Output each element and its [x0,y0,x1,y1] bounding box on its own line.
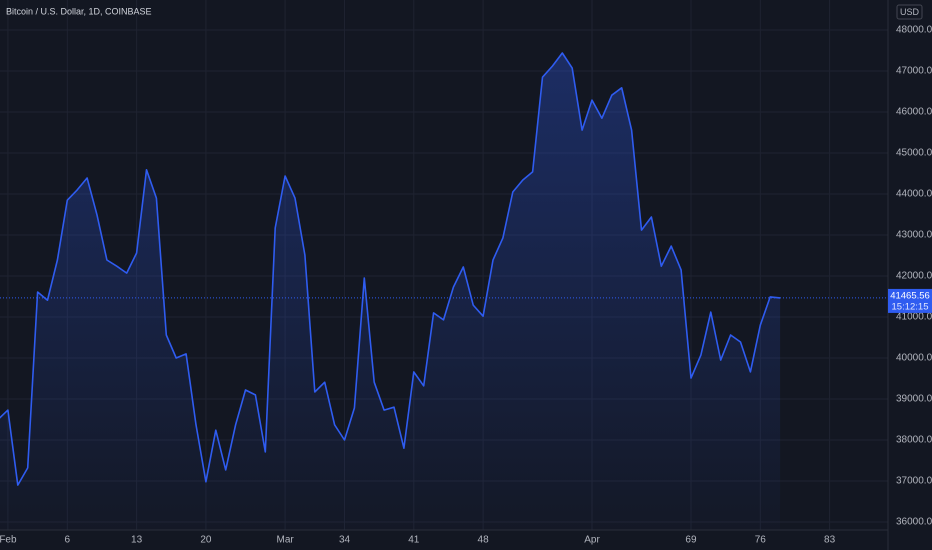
x-tick-label: 34 [339,535,351,546]
last-price-box [888,288,932,313]
x-tick-label: 83 [824,535,836,546]
currency[interactable]: USD [900,7,920,17]
y-tick-label: 48000.00 [896,25,932,36]
y-tick-label: 37000.00 [896,476,932,487]
price-line [0,52,781,486]
currency-badge[interactable] [896,4,923,20]
chart-title: Bitcoin / U.S. Dollar, 1D, COINBASE [6,6,152,16]
x-tick-label: 76 [755,535,767,546]
y-tick-label: 42000.00 [896,271,932,282]
x-tick-label: 41 [408,535,420,546]
x-tick-label: 69 [685,535,697,546]
x-tick-label: Feb [0,535,17,546]
y-tick-label: 46000.00 [896,107,932,118]
x-tick-label: 20 [200,535,212,546]
y-tick-label: 44000.00 [896,189,932,200]
y-tick-label: 38000.00 [896,435,932,446]
y-tick-label: 41000.00 [896,312,932,323]
y-tick-label: 45000.00 [896,148,932,159]
plot [0,52,888,530]
countdown: 15:12:15 [892,301,929,312]
x-tick-label: Apr [584,535,600,546]
last-price-label: 41465.56 [890,290,930,301]
y-tick-label: 40000.00 [896,353,932,364]
x-tick-label: 48 [478,535,490,546]
x-tick-label: Mar [276,535,294,546]
y-tick-label: 47000.00 [896,66,932,77]
y-tick-label: 43000.00 [896,230,932,241]
x-tick-label: 13 [131,535,143,546]
y-tick-label: 39000.00 [896,394,932,405]
area [0,53,781,530]
axes: 36000.00 37000.00 38000.00 39000.00 40000.00… [0,25,932,546]
x-tick-label: 6 [65,535,71,546]
y-tick-label: 36000.00 [896,517,932,528]
